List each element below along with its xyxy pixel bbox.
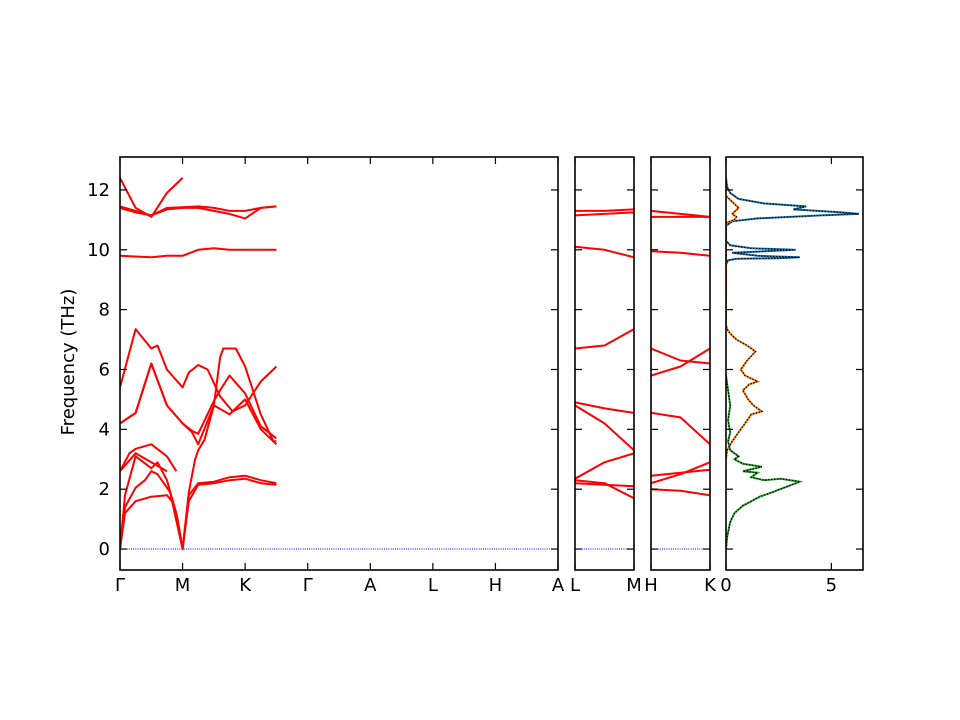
dos-partial-curve-2 xyxy=(726,195,765,460)
band-line-9 xyxy=(651,209,710,218)
dos-x-tick-label: 0 xyxy=(720,575,731,596)
band-line-5 xyxy=(651,347,710,377)
high-symmetry-label: A xyxy=(364,575,377,596)
band-line-7 xyxy=(120,362,278,440)
dos-total-dotted-3 xyxy=(726,375,803,550)
y-tick-label: 12 xyxy=(87,180,110,201)
high-symmetry-label: K xyxy=(239,575,252,596)
dos-partial-curve-1 xyxy=(726,177,859,266)
band-line-4 xyxy=(651,411,710,446)
band-line-12 xyxy=(120,177,184,218)
band-line-8 xyxy=(575,211,634,217)
band-panel-1: 0 2 4 6 8 10 12 Γ M K Γ A L H A xyxy=(87,156,565,596)
bands-group xyxy=(651,209,710,497)
y-tick-label: 0 xyxy=(99,539,110,560)
dos-total-dotted-2 xyxy=(726,195,764,460)
band-line-1 xyxy=(575,482,634,488)
dos-x-tick-label: 5 xyxy=(826,575,837,596)
band-line-4 xyxy=(575,404,634,452)
band-line-1 xyxy=(651,488,710,497)
band-line-5 xyxy=(575,401,634,414)
high-symmetry-label: Γ xyxy=(115,575,125,596)
band-line-4 xyxy=(120,452,168,473)
y-tick-label: 4 xyxy=(99,419,110,440)
band-line-5 xyxy=(120,443,178,472)
dos-curves xyxy=(726,177,859,550)
y-tick-label: 10 xyxy=(87,240,110,261)
band-line-6 xyxy=(651,347,710,365)
high-symmetry-label: A xyxy=(552,575,565,596)
dos-partial-curve-3 xyxy=(726,375,804,550)
high-symmetry-label: L xyxy=(428,575,438,596)
bands-group xyxy=(575,208,634,500)
high-symmetry-label: H xyxy=(644,575,658,596)
band-line-2 xyxy=(575,479,634,500)
band-line-6 xyxy=(575,328,634,350)
panel-frame xyxy=(650,156,711,571)
panel-frame xyxy=(119,156,559,571)
dos-total-dotted-1 xyxy=(726,177,859,265)
band-line-3 xyxy=(120,347,277,551)
high-symmetry-label: M xyxy=(626,575,642,596)
y-tick-label: 6 xyxy=(99,359,110,380)
band-line-3 xyxy=(575,452,634,480)
high-symmetry-label: H xyxy=(489,575,503,596)
high-symmetry-label: Γ xyxy=(303,575,313,596)
high-symmetry-label: K xyxy=(704,575,717,596)
band-line-7 xyxy=(651,250,710,257)
band-line-2 xyxy=(651,461,710,485)
dos-frame xyxy=(725,156,864,571)
y-tick-label: 2 xyxy=(99,479,110,500)
band-line-1 xyxy=(120,477,277,551)
band-line-9 xyxy=(575,208,634,212)
panel-frame xyxy=(574,156,635,571)
y-axis-label: Frequency (THz) xyxy=(58,289,79,436)
band-line-7 xyxy=(575,245,634,259)
band-line-2 xyxy=(120,470,277,551)
band-line-8 xyxy=(120,328,278,413)
high-symmetry-label: L xyxy=(570,575,580,596)
band-line-9 xyxy=(120,247,277,259)
high-symmetry-label: M xyxy=(175,575,191,596)
y-tick-label: 8 xyxy=(99,300,110,321)
bands-group xyxy=(120,177,278,551)
band-line-3 xyxy=(651,468,710,477)
